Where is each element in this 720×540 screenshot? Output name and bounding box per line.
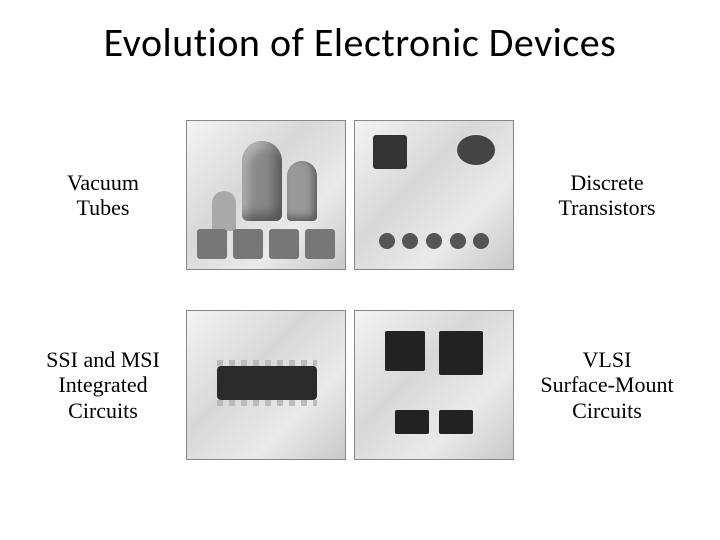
figure-vlsi: (d) bbox=[354, 310, 514, 460]
row-bottom: SSI and MSIIntegratedCircuits (c) (d) VL… bbox=[0, 310, 720, 460]
label-vlsi: VLSISurface-MountCircuits bbox=[522, 347, 692, 423]
label-discrete-transistors: DiscreteTransistors bbox=[522, 170, 692, 221]
row-top: VacuumTubes (a) (b) DiscreteTransistors bbox=[0, 120, 720, 270]
label-ssi-msi: SSI and MSIIntegratedCircuits bbox=[28, 347, 178, 423]
figure-grid: VacuumTubes (a) (b) DiscreteTransistors … bbox=[0, 120, 720, 460]
figure-vacuum-tubes: (a) bbox=[186, 120, 346, 270]
page-title: Evolution of Electronic Devices bbox=[0, 0, 720, 67]
figure-ssi-msi: (c) bbox=[186, 310, 346, 460]
figure-discrete-transistors: (b) bbox=[354, 120, 514, 270]
label-vacuum-tubes: VacuumTubes bbox=[28, 170, 178, 221]
